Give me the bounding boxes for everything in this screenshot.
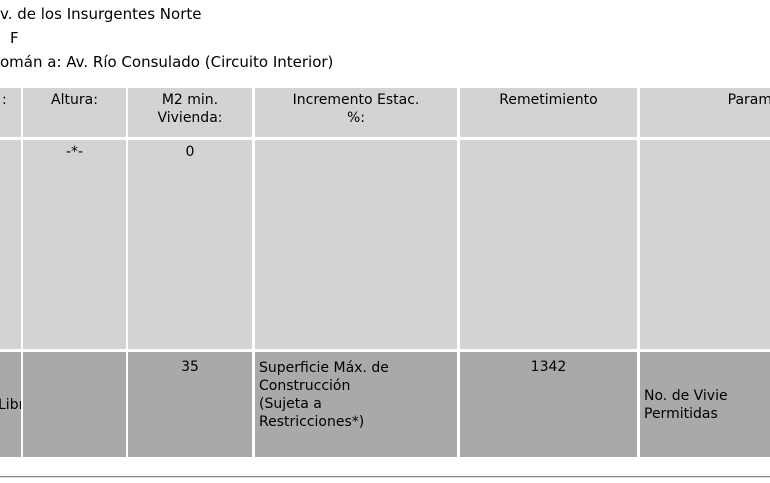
- table-cell: [0, 140, 21, 349]
- table-cell: [255, 140, 457, 349]
- address-line: v. de los Insurgentes Norte: [0, 5, 202, 23]
- table-cell: No. de Vivie Permitidas: [640, 352, 770, 457]
- table-cell: 1342: [460, 352, 637, 457]
- table-cell: [23, 352, 126, 457]
- table-cell: 0: [128, 140, 252, 349]
- column-header: Incremento Estac. %:: [255, 88, 457, 137]
- column-header: :: [0, 88, 21, 137]
- column-header: Param: [640, 88, 770, 137]
- table-cell: [640, 140, 770, 349]
- address-line: omán a: Av. Río Consulado (Circuito Inte…: [0, 53, 334, 71]
- separator: [0, 476, 770, 478]
- column-header: Remetimiento: [460, 88, 637, 137]
- table-cell: -*-: [23, 140, 126, 349]
- table-cell: [460, 140, 637, 349]
- column-header: M2 min. Vivienda:: [128, 88, 252, 137]
- address-line: F: [10, 29, 19, 47]
- table-cell: Libre: [0, 352, 21, 457]
- column-header: Altura:: [23, 88, 126, 137]
- table-cell: Superficie Máx. de Construcción (Sujeta …: [255, 352, 457, 457]
- table-cell: 35: [128, 352, 252, 457]
